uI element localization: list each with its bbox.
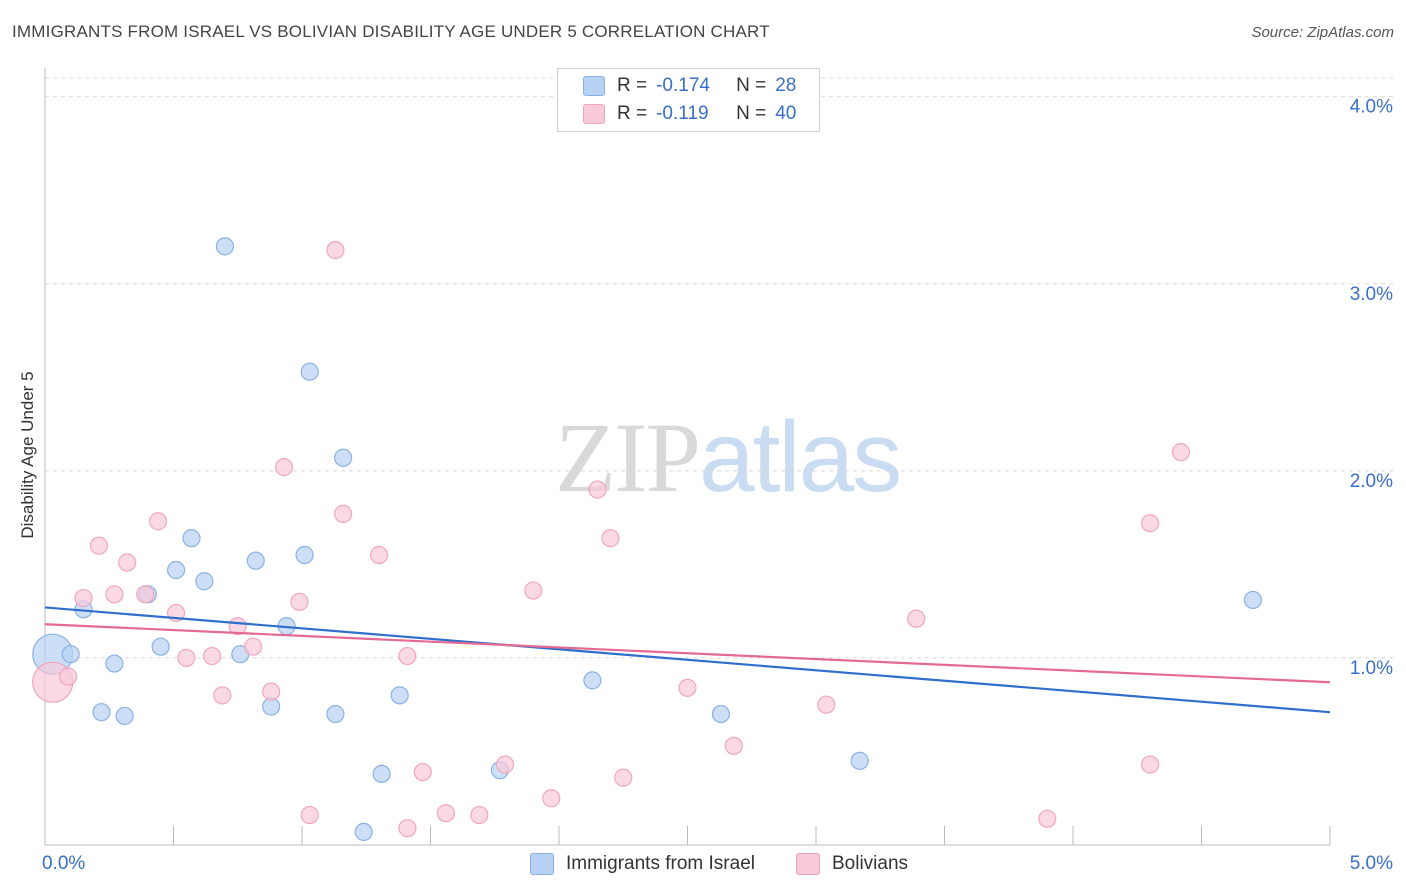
point-israel-25 — [711, 704, 731, 724]
bottom-legend-label-bolivians: Bolivians — [832, 853, 909, 874]
watermark-atlas: atlas — [699, 401, 902, 513]
point-bolivians-16 — [290, 592, 309, 611]
point-israel-21 — [372, 764, 391, 784]
point-israel-4 — [105, 654, 124, 673]
legend-r-label-israel: R = — [617, 75, 648, 96]
legend-row-bolivians: R = -0.119 N = 40 — [583, 103, 796, 125]
point-israel-8 — [166, 560, 186, 580]
point-bolivians-23 — [413, 762, 432, 782]
bottom-legend-swatch-israel — [530, 853, 554, 875]
point-bolivians-14 — [262, 682, 281, 701]
trendline-israel — [44, 606, 1331, 714]
y-tick-label-1: 2.0% — [1350, 471, 1393, 492]
point-bolivians-35 — [907, 609, 926, 628]
point-israel-1 — [61, 645, 80, 664]
point-israel-11 — [215, 237, 234, 256]
point-bolivians-36 — [1038, 809, 1057, 828]
point-bolivians-29 — [588, 480, 607, 499]
point-israel-3 — [92, 703, 111, 722]
point-bolivians-22 — [398, 646, 417, 666]
bottom-legend-bolivians: Bolivians — [796, 852, 908, 876]
point-bolivians-34 — [817, 695, 836, 714]
point-bolivians-31 — [614, 768, 633, 787]
point-bolivians-9 — [177, 648, 196, 668]
point-israel-27 — [1243, 590, 1263, 610]
point-bolivians-30 — [601, 529, 620, 548]
point-bolivians-19 — [334, 504, 353, 523]
point-israel-17 — [300, 362, 319, 381]
bottom-legend-label-israel: Immigrants from Israel — [566, 853, 755, 874]
legend-r-value-israel: -0.174 — [656, 75, 710, 96]
x-tick-label-1: 5.0% — [1350, 853, 1393, 874]
point-bolivians-20 — [370, 545, 389, 565]
point-bolivians-38 — [1140, 755, 1160, 774]
legend-n-value-bolivians: 40 — [775, 103, 797, 124]
legend-n-label-bolivians: N = — [736, 103, 767, 124]
legend-row-israel: R = -0.174 N = 28 — [583, 75, 796, 97]
point-bolivians-27 — [524, 581, 543, 600]
legend-swatch-israel — [583, 76, 605, 96]
source-credit: Source: ZipAtlas.com — [1251, 24, 1394, 41]
point-bolivians-11 — [213, 686, 232, 705]
point-bolivians-37 — [1140, 514, 1160, 533]
point-israel-13 — [246, 551, 265, 570]
point-israel-10 — [195, 572, 214, 591]
point-israel-22 — [390, 686, 409, 705]
chart-title: IMMIGRANTS FROM ISRAEL VS BOLIVIAN DISAB… — [12, 22, 770, 41]
point-bolivians-5 — [118, 553, 137, 572]
point-bolivians-4 — [105, 585, 124, 604]
point-bolivians-15 — [274, 458, 294, 477]
point-bolivians-28 — [542, 789, 561, 808]
watermark: ZIPatlas — [555, 400, 902, 515]
point-bolivians-25 — [470, 805, 489, 825]
y-tick-label-3: 4.0% — [1350, 97, 1393, 118]
bottom-legend-swatch-bolivians — [796, 853, 820, 875]
y-tick-label-2: 3.0% — [1350, 284, 1393, 305]
point-israel-26 — [850, 751, 869, 770]
stats-legend: R = -0.174 N = 28 R = -0.119 N = 40 — [557, 68, 820, 132]
point-bolivians-7 — [148, 512, 168, 531]
point-bolivians-33 — [724, 736, 743, 755]
legend-n-label-israel: N = — [736, 75, 767, 96]
point-bolivians-1 — [59, 667, 78, 686]
point-israel-7 — [151, 637, 170, 656]
watermark-zip: ZIP — [555, 402, 701, 513]
point-bolivians-17 — [300, 805, 319, 825]
trendline-bolivians — [44, 623, 1331, 684]
y-tick-label-0: 1.0% — [1350, 658, 1393, 679]
point-bolivians-3 — [89, 536, 109, 555]
point-israel-19 — [334, 448, 353, 467]
legend-r-label-bolivians: R = — [617, 103, 648, 124]
point-bolivians-21 — [398, 819, 417, 838]
point-bolivians-10 — [202, 646, 222, 666]
point-bolivians-32 — [678, 678, 697, 697]
point-israel-9 — [182, 529, 201, 548]
x-tick-label-0: 0.0% — [42, 853, 85, 874]
point-israel-18 — [326, 704, 345, 724]
point-israel-5 — [115, 706, 134, 726]
legend-n-value-israel: 28 — [775, 75, 797, 96]
point-israel-16 — [295, 545, 314, 565]
point-bolivians-13 — [244, 637, 263, 656]
point-bolivians-18 — [326, 241, 345, 260]
bottom-legend-israel: Immigrants from Israel — [530, 852, 755, 876]
point-bolivians-6 — [136, 585, 155, 604]
point-bolivians-39 — [1171, 443, 1191, 462]
point-israel-20 — [354, 822, 373, 842]
point-bolivians-26 — [495, 755, 515, 774]
point-bolivians-24 — [436, 804, 456, 823]
point-bolivians-2 — [74, 588, 93, 608]
legend-r-value-bolivians: -0.119 — [656, 103, 709, 124]
point-israel-24 — [583, 671, 602, 690]
legend-swatch-bolivians — [583, 104, 605, 124]
